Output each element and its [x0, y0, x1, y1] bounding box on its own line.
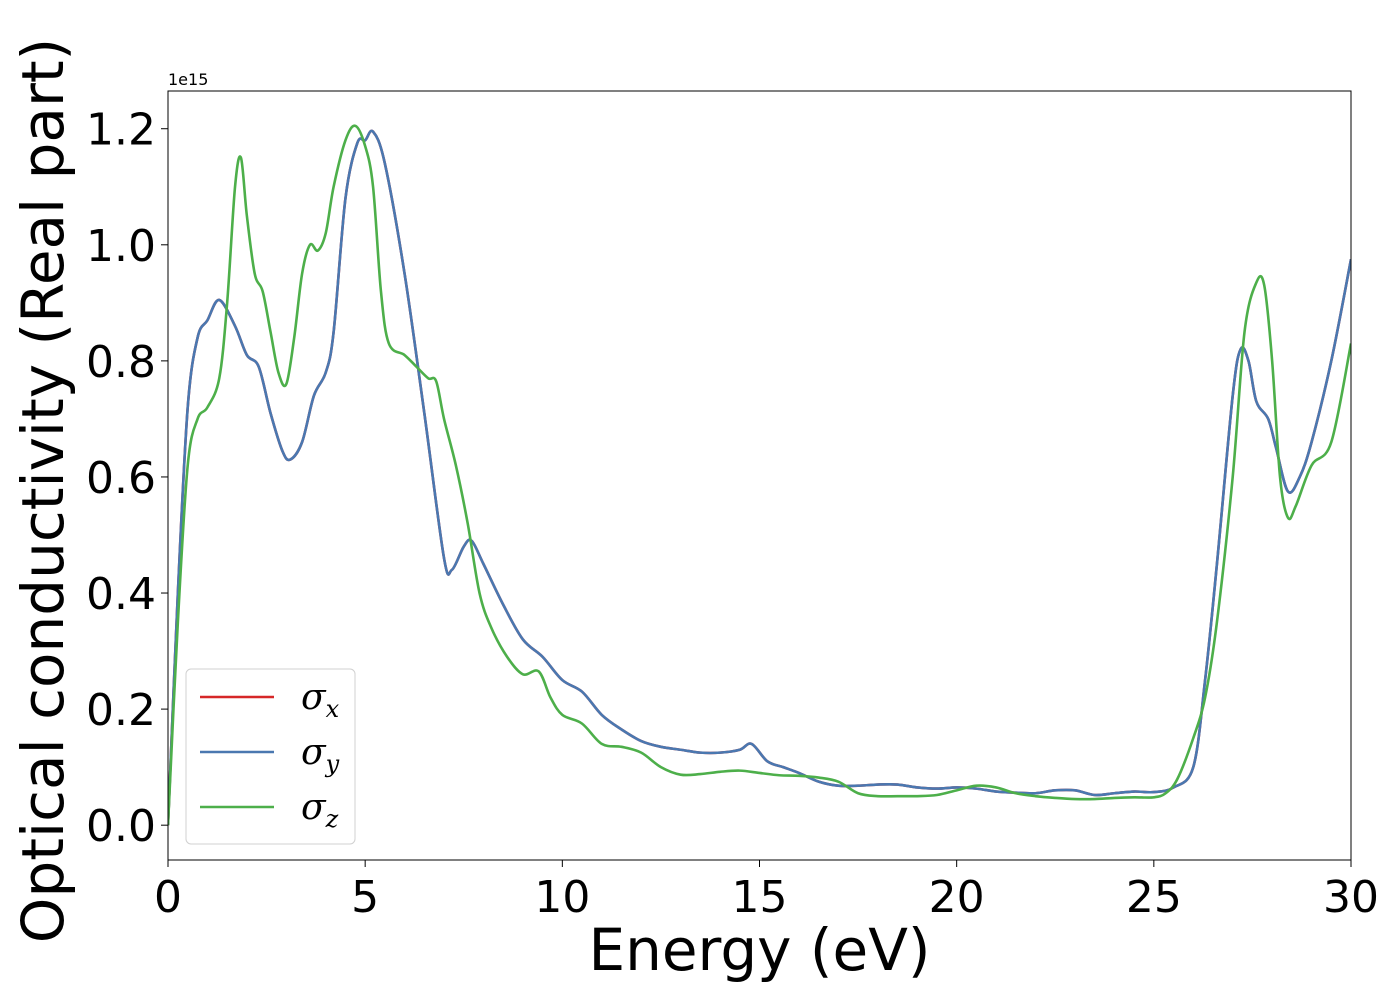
x-tick-label: 10 [534, 872, 590, 923]
y-axis-title: Optical conductivity (Real part) [9, 38, 77, 943]
series-layer [168, 124, 1351, 826]
legend: σx σy σz [185, 668, 356, 845]
y-tick-label: 0.2 [86, 685, 156, 736]
x-tick-label: 0 [154, 872, 182, 923]
axis-layer: 0 5 10 15 20 25 30 0.0 0.2 0.4 0.6 0.8 1.0 1.2 [86, 105, 1379, 923]
legend-box [185, 668, 356, 845]
series-line-y [168, 129, 1351, 826]
legend-label-y: σy [301, 732, 340, 778]
series-line-z [168, 124, 1351, 826]
x-tick-label: 5 [351, 872, 379, 923]
y-tick-label: 1.2 [86, 105, 156, 156]
y-tick-label: 0.6 [86, 453, 156, 504]
y-tick-label: 0.8 [86, 337, 156, 388]
y-tick-label: 0.0 [86, 801, 156, 852]
x-tick-label: 15 [732, 872, 788, 923]
y-tick-label: 1.0 [86, 221, 156, 272]
x-tick-label: 30 [1323, 872, 1379, 923]
x-tick-label: 25 [1126, 872, 1182, 923]
x-axis-title: Energy (eV) [588, 916, 930, 984]
y-offset-text: 1e15 [168, 70, 208, 89]
y-tick-label: 0.4 [86, 569, 156, 620]
legend-label-z: σz [301, 787, 339, 833]
x-tick-label: 20 [929, 872, 985, 923]
legend-label-x: σx [301, 677, 340, 723]
